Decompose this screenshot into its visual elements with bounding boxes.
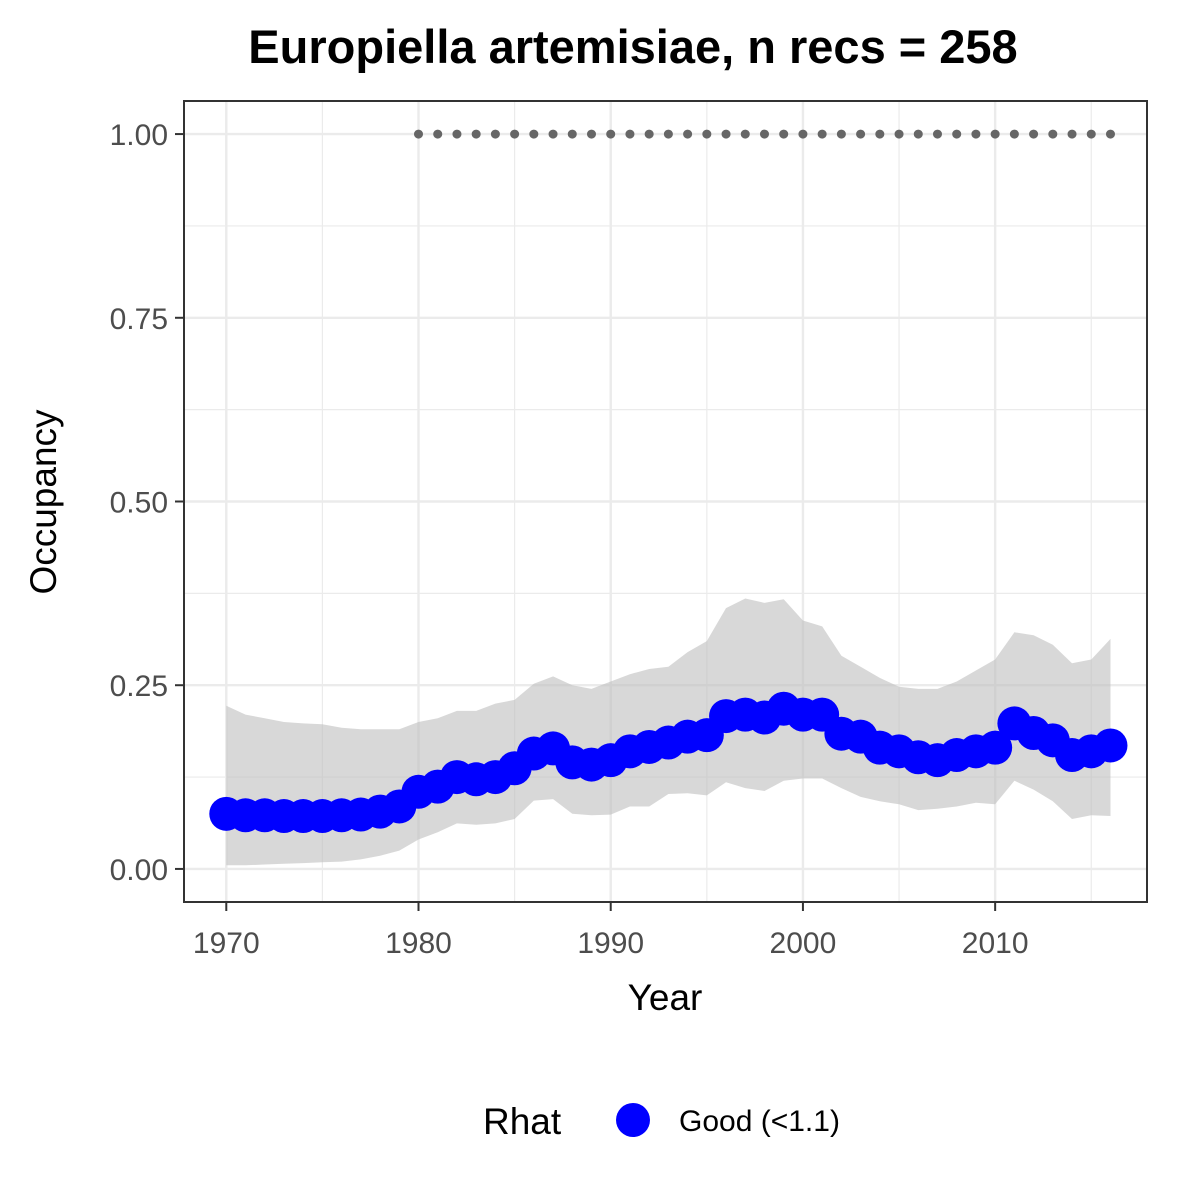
x-tick-label: 2000 <box>770 927 837 960</box>
record-year-dot <box>990 129 1000 139</box>
x-tick-label: 1970 <box>193 927 260 960</box>
legend-label-good: Good (<1.1) <box>679 1105 840 1138</box>
record-year-dot <box>952 129 962 139</box>
record-year-dot <box>414 129 424 139</box>
record-year-dot <box>798 129 808 139</box>
record-year-dot <box>625 129 635 139</box>
legend: Rhat Good (<1.1) <box>483 1101 840 1142</box>
y-axis-title: Occupancy <box>23 409 64 595</box>
record-year-dot <box>721 129 731 139</box>
chart-title: Europiella artemisiae, n recs = 258 <box>248 20 1017 73</box>
y-axis: 0.00 0.25 0.50 0.75 1.00 <box>110 119 184 887</box>
record-year-dot <box>913 129 923 139</box>
record-year-dot <box>740 129 750 139</box>
record-year-dot <box>683 129 693 139</box>
record-year-dot <box>759 129 769 139</box>
record-year-dot <box>779 129 789 139</box>
record-year-dot <box>1105 129 1115 139</box>
record-year-dot <box>1067 129 1077 139</box>
record-year-dot <box>644 129 654 139</box>
record-year-dot <box>510 129 520 139</box>
legend-title: Rhat <box>483 1101 562 1142</box>
record-years-layer <box>414 129 1115 139</box>
record-year-dot <box>606 129 616 139</box>
record-year-dot <box>471 129 481 139</box>
record-year-dot <box>1086 129 1096 139</box>
x-tick-label: 1980 <box>385 927 452 960</box>
record-year-dot <box>548 129 558 139</box>
occupancy-points-layer <box>209 691 1128 834</box>
record-year-dot <box>836 129 846 139</box>
record-year-dot <box>529 129 539 139</box>
record-year-dot <box>490 129 500 139</box>
record-year-dot <box>817 129 827 139</box>
plot-panel <box>183 100 1148 903</box>
y-tick-label: 1.00 <box>110 119 168 152</box>
y-tick-label: 0.75 <box>110 303 168 336</box>
y-tick-label: 0.25 <box>110 670 168 703</box>
x-axis-title: Year <box>628 977 703 1018</box>
x-tick-label: 1990 <box>577 927 644 960</box>
record-year-dot <box>433 129 443 139</box>
record-year-dot <box>452 129 462 139</box>
x-tick-label: 2010 <box>962 927 1029 960</box>
record-year-dot <box>875 129 885 139</box>
record-year-dot <box>894 129 904 139</box>
record-year-dot <box>1029 129 1039 139</box>
x-axis: 1970 1980 1990 2000 2010 <box>193 902 1029 960</box>
record-year-dot <box>663 129 673 139</box>
occupancy-point <box>1093 728 1128 763</box>
record-year-dot <box>586 129 596 139</box>
record-year-dot <box>702 129 712 139</box>
legend-key-good <box>616 1103 650 1137</box>
record-year-dot <box>971 129 981 139</box>
record-year-dot <box>932 129 942 139</box>
record-year-dot <box>1009 129 1019 139</box>
record-year-dot <box>856 129 866 139</box>
occupancy-point <box>978 730 1013 765</box>
record-year-dot <box>567 129 577 139</box>
record-year-dot <box>1048 129 1058 139</box>
y-tick-label: 0.50 <box>110 487 168 520</box>
y-tick-label: 0.00 <box>110 854 168 887</box>
